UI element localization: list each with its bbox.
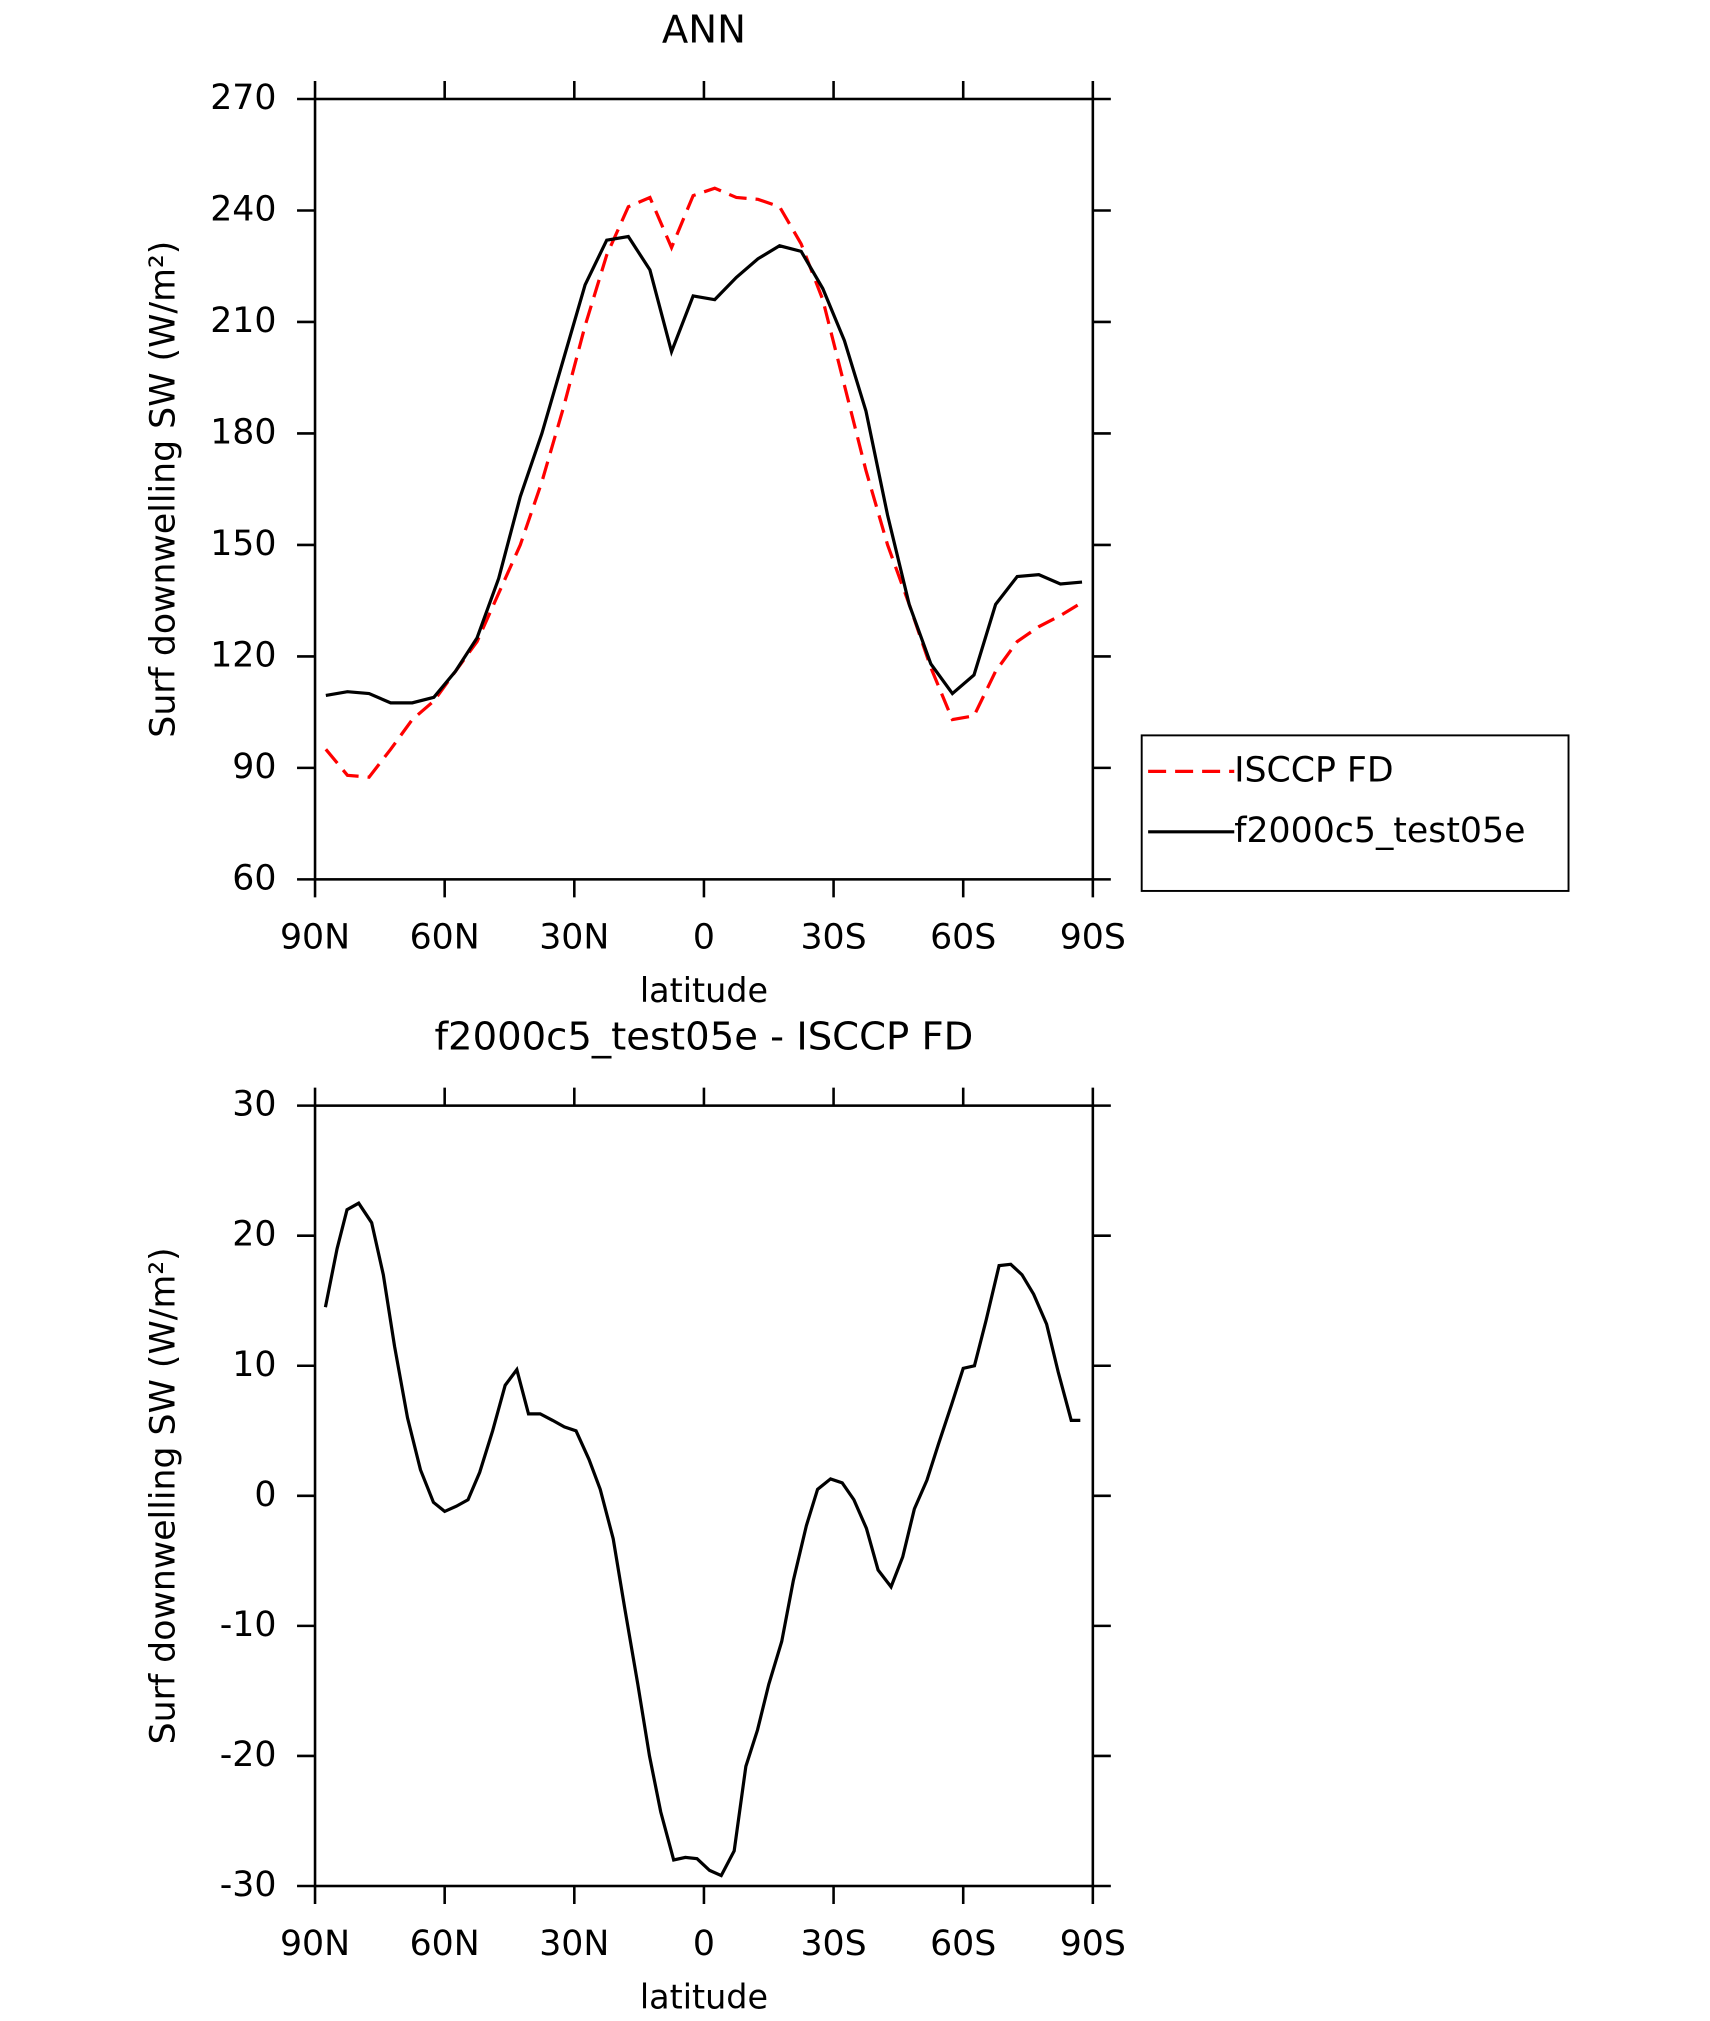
legend-label: f2000c5_test05e	[1234, 811, 1525, 851]
x-tick-label: 30S	[800, 918, 866, 958]
y-tick-label: -10	[220, 1605, 277, 1645]
y-tick-label: 30	[232, 1085, 276, 1125]
y-tick-label: 180	[210, 412, 276, 452]
y-tick-label: -30	[220, 1865, 277, 1905]
data-line	[325, 234, 1083, 705]
y-axis-label: Surf downwelling SW (W/m²)	[144, 1247, 184, 1744]
x-tick-label: 60S	[930, 918, 996, 958]
x-axis-label: latitude	[640, 1978, 768, 2017]
y-axis-label: Surf downwelling SW (W/m²)	[144, 241, 184, 738]
y-tick-label: 60	[232, 858, 276, 898]
y-tick-label: 150	[210, 524, 276, 564]
x-tick-label: 30N	[539, 918, 609, 958]
x-tick-label: 90N	[280, 1924, 350, 1964]
x-tick-label: 90N	[280, 918, 350, 958]
chart-title: ANN	[662, 8, 746, 53]
chart-title: f2000c5_test05e - ISCCP FD	[434, 1014, 973, 1059]
x-tick-label: 60N	[410, 1924, 480, 1964]
data-line	[323, 1201, 1081, 1878]
y-tick-label: 120	[210, 635, 276, 675]
legend-box	[1140, 734, 1570, 892]
x-tick-label: 30N	[539, 1924, 609, 1964]
y-tick-label: 240	[210, 189, 276, 229]
x-tick-label: 60S	[930, 1924, 996, 1964]
plot-frame	[313, 97, 1095, 881]
x-tick-label: 0	[693, 918, 715, 958]
y-tick-label: 0	[254, 1475, 276, 1515]
x-tick-label: 90S	[1060, 1924, 1126, 1964]
x-tick-label: 30S	[800, 1924, 866, 1964]
y-tick-label: 20	[232, 1215, 276, 1255]
x-axis-label: latitude	[640, 971, 768, 1010]
x-tick-label: 90S	[1060, 918, 1126, 958]
data-line	[324, 186, 1083, 779]
x-tick-label: 0	[693, 1924, 715, 1964]
y-tick-label: 10	[232, 1345, 276, 1385]
y-tick-label: -20	[220, 1735, 277, 1775]
legend-label: ISCCP FD	[1234, 750, 1393, 790]
y-tick-label: 90	[232, 747, 276, 787]
y-tick-label: 270	[210, 78, 276, 118]
y-tick-label: 210	[210, 301, 276, 341]
x-tick-label: 60N	[410, 918, 480, 958]
